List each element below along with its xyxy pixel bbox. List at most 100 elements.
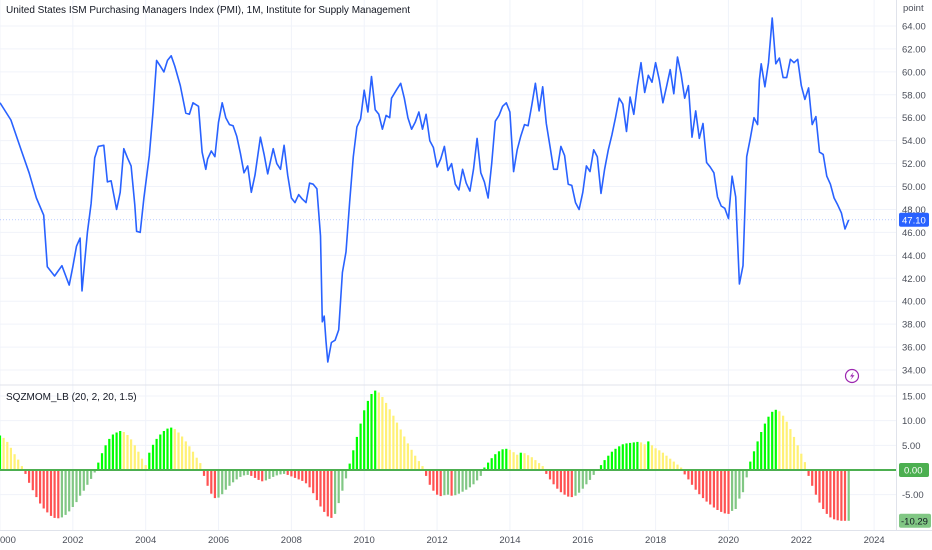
histogram-bar — [457, 470, 460, 494]
histogram-bar — [9, 447, 12, 470]
histogram-bar — [607, 455, 610, 470]
histogram-bar — [166, 428, 169, 470]
histogram-bar — [847, 470, 850, 521]
histogram-bar — [261, 470, 264, 482]
histogram-bar — [443, 470, 446, 496]
histogram-bar — [122, 432, 125, 470]
histogram-bar — [170, 427, 173, 470]
histogram-bar — [312, 470, 315, 494]
y-tick-label: 34.00 — [902, 366, 926, 377]
histogram-bar — [264, 470, 267, 481]
histogram-bar — [235, 470, 238, 480]
pmi-line — [0, 17, 850, 363]
histogram-bar — [508, 449, 511, 470]
histogram-bar — [618, 446, 621, 470]
histogram-bar — [818, 470, 821, 503]
histogram-bar — [599, 465, 603, 470]
histogram-bar — [388, 409, 391, 470]
histogram-bar — [191, 451, 195, 470]
histogram-bar — [352, 450, 355, 470]
histogram-bar — [326, 470, 329, 517]
histogram-bar — [530, 457, 533, 470]
histogram-bar — [676, 464, 679, 470]
histogram-bar — [581, 470, 584, 489]
histogram-bar — [257, 470, 260, 480]
histogram-bar — [363, 410, 366, 470]
histogram-bar — [293, 470, 297, 478]
histogram-bar — [516, 454, 519, 470]
x-tick-label: 000 — [0, 535, 16, 546]
histogram-bar — [64, 470, 67, 515]
histogram-bar — [13, 454, 16, 470]
histogram-bar — [232, 470, 235, 483]
histogram-bar — [28, 470, 31, 483]
histogram-bar — [494, 454, 497, 470]
histogram-bar — [206, 470, 209, 486]
histogram-bar — [417, 461, 420, 470]
histogram-bar — [159, 434, 162, 470]
histogram-bar — [428, 470, 431, 485]
histogram-bar — [210, 470, 213, 494]
histogram-bar — [716, 470, 719, 510]
y-tick-label: 62.00 — [902, 44, 926, 55]
histogram-bar — [20, 466, 23, 470]
histogram-bar — [202, 470, 206, 476]
histogram-bar — [341, 470, 344, 491]
indicator-last-badge — [899, 513, 931, 528]
histogram-bar — [647, 441, 650, 470]
histogram-bar — [454, 470, 457, 496]
histogram-bar — [738, 470, 741, 499]
histogram-bar — [272, 470, 275, 477]
histogram-bar — [731, 470, 734, 511]
histogram-bar — [658, 450, 661, 470]
last-value-badge — [899, 212, 929, 227]
histogram-bar — [228, 470, 231, 486]
histogram-bar — [439, 470, 442, 497]
histogram-bar — [297, 470, 300, 480]
histogram-bar — [2, 437, 5, 470]
histogram-bar — [173, 429, 176, 470]
histogram-bar — [377, 392, 380, 470]
histogram-bar — [683, 470, 686, 475]
histogram-bar — [46, 470, 49, 513]
histogram-bar — [239, 470, 242, 477]
histogram-bar — [17, 459, 20, 470]
histogram-bar — [0, 435, 2, 470]
histogram-bar — [60, 470, 63, 518]
histogram-bar — [825, 470, 828, 514]
histogram-bar — [592, 470, 595, 475]
histogram-bar — [126, 435, 129, 470]
histogram-bar — [119, 431, 122, 470]
histogram-bar — [403, 436, 406, 470]
histogram-bar — [108, 438, 111, 470]
histogram-bar — [556, 470, 559, 489]
lightning-icon-glyph — [850, 372, 855, 380]
histogram-bar — [694, 470, 697, 490]
histogram-bar — [501, 449, 504, 470]
histogram-bar — [213, 470, 216, 499]
histogram-bar — [490, 458, 493, 470]
histogram-bar — [833, 470, 836, 520]
histogram-bar — [567, 470, 570, 497]
histogram-bar — [450, 470, 453, 496]
histogram-bar — [778, 411, 781, 470]
histogram-bar — [479, 470, 482, 476]
histogram-bar — [304, 470, 308, 484]
histogram-bar — [629, 442, 632, 470]
histogram-bar — [483, 467, 486, 470]
histogram-bar — [151, 444, 155, 470]
histogram-bar — [144, 465, 147, 470]
histogram-bar — [789, 429, 792, 470]
histogram-bar — [705, 470, 708, 502]
histogram-bar — [184, 441, 187, 470]
histogram-bar — [414, 455, 417, 470]
histogram-bar — [319, 470, 322, 507]
histogram-bar — [279, 470, 282, 475]
indicator-title: SQZMOM_LB (20, 2, 20, 1.5) — [6, 392, 137, 403]
histogram-bar — [290, 470, 293, 477]
histogram-bar — [672, 461, 675, 470]
histogram-bar — [162, 431, 165, 470]
histogram-bar — [468, 470, 471, 488]
